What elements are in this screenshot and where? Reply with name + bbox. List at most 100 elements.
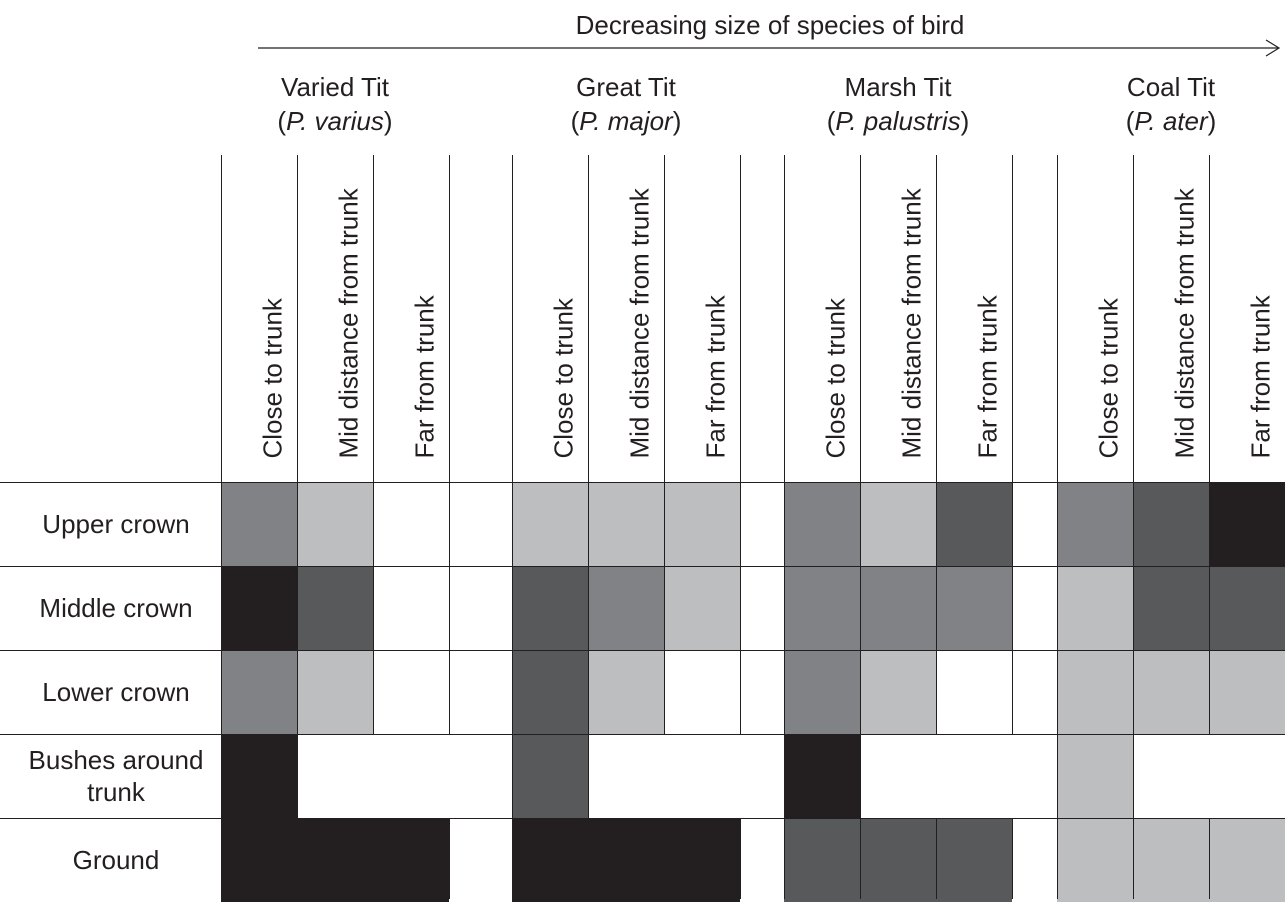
cell-light [1133,650,1209,734]
grid-line-vertical [1133,155,1134,734]
column-header: Mid distance from trunk [860,160,936,480]
column-header-label: Far from trunk [409,295,440,459]
grid-line-vertical [784,155,785,734]
cell-light [588,482,664,566]
cell-black [297,818,373,902]
cell-black [588,818,664,902]
species-common-name: Marsh Tit [844,72,952,102]
size-axis-label: Decreasing size of species of bird [575,10,965,40]
cell-light [860,650,936,734]
species-common-name: Great Tit [576,72,676,102]
species-latin-name: (P. varius) [277,106,393,136]
grid-line-vertical [449,818,450,899]
column-header: Close to trunk [1057,160,1133,480]
column-header: Far from trunk [664,160,740,480]
cell-dark [1133,566,1209,650]
species-latin-text: P. major [579,106,673,136]
column-header-label: Far from trunk [700,295,731,459]
cell-dark [936,818,1012,902]
cell-light [664,566,740,650]
cell-light [1209,650,1285,734]
cell-dark [784,818,860,902]
cell-medium [860,566,936,650]
grid-line-vertical [740,155,741,734]
cell-light [1209,818,1285,902]
grid-line-vertical [740,818,741,899]
cell-black [784,734,860,818]
row-label: Bushes around trunk [0,734,232,818]
column-header: Close to trunk [221,160,297,480]
column-header: Close to trunk [512,160,588,480]
cell-white [373,566,449,650]
column-header-label: Mid distance from trunk [624,188,655,459]
species-common-name: Varied Tit [281,72,389,102]
species-header: Great Tit (P. major) [506,70,746,138]
grid-line-vertical [588,818,589,899]
cell-white [936,650,1012,734]
column-header-label: Mid distance from trunk [1169,188,1200,459]
row-label-text: Upper crown [42,509,190,539]
grid-line-vertical [1057,155,1058,734]
column-header-label: Close to trunk [820,298,851,459]
row-label: Ground [0,818,232,902]
grid-line-vertical [860,155,861,734]
column-header: Close to trunk [784,160,860,480]
species-latin-text: P. varius [286,106,384,136]
grid-line-vertical [1133,734,1134,818]
grid-line-horizontal [0,650,1285,651]
grid-line-vertical [449,155,450,734]
column-header: Far from trunk [936,160,1012,480]
cell-medium [588,566,664,650]
cell-black [221,818,297,902]
cell-medium [936,566,1012,650]
species-latin-name: (P. major) [570,106,682,136]
column-header: Far from trunk [1209,160,1285,480]
column-header: Mid distance from trunk [297,160,373,480]
grid-line-vertical [664,155,665,734]
column-header-label: Mid distance from trunk [333,188,364,459]
cell-dark [512,650,588,734]
column-header: Mid distance from trunk [1133,160,1209,480]
grid-line-vertical [664,818,665,899]
cell-dark [512,734,588,818]
cell-light [860,482,936,566]
cell-medium [784,482,860,566]
cell-white [373,650,449,734]
cell-light [297,482,373,566]
grid-line-vertical [1209,818,1210,899]
row-label-text: Middle crown [39,593,193,623]
grid-line-vertical [1057,818,1058,899]
cell-dark [936,482,1012,566]
cell-medium [221,650,297,734]
row-label-text: Bushes around trunk [28,745,204,807]
row-label: Middle crown [0,566,232,650]
grid-line-vertical [860,818,861,899]
grid-line-vertical [297,155,298,734]
grid-line-vertical [297,734,298,818]
grid-line-vertical [1012,155,1013,734]
grid-line-vertical [1209,155,1210,734]
grid-line-vertical [512,155,513,734]
grid-line-vertical [860,734,861,818]
cell-dark [1209,566,1285,650]
grid-line-vertical [512,734,513,818]
cell-dark [860,818,936,902]
grid-line-vertical [221,818,222,899]
cell-white [373,482,449,566]
grid-line-vertical [373,155,374,734]
cell-light [1057,818,1133,902]
column-header-label: Close to trunk [257,298,288,459]
row-label-text: Ground [72,845,160,875]
cell-light [1057,650,1133,734]
column-header: Mid distance from trunk [588,160,664,480]
species-latin-text: P. palustris [835,106,961,136]
grid-line-vertical [784,818,785,899]
cell-light [588,650,664,734]
column-header-label: Close to trunk [1093,298,1124,459]
cell-light [1057,566,1133,650]
cell-white [664,650,740,734]
grid-line-vertical [936,155,937,734]
grid-line-vertical [221,155,222,734]
species-latin-text: P. ater [1134,106,1208,136]
